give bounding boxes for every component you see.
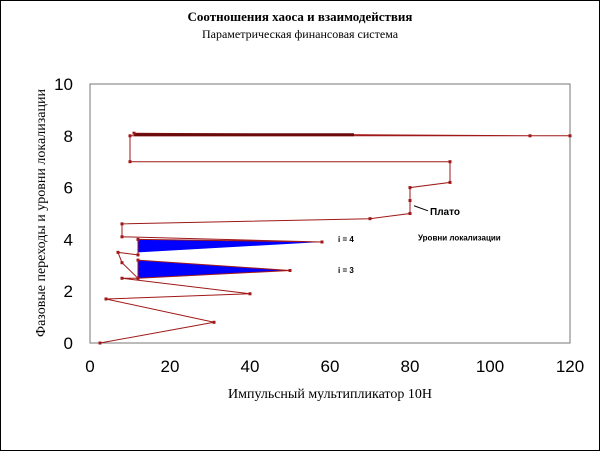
data-point-19 (408, 186, 412, 190)
data-point-18 (408, 199, 412, 203)
annotation-1: Плато (430, 207, 460, 218)
data-point-10 (116, 250, 120, 254)
data-point-26 (132, 131, 136, 135)
data-point-2 (104, 297, 108, 301)
y-tick-label: 4 (64, 230, 73, 249)
x-tick-label: 0 (85, 357, 94, 376)
x-axis-label: Импульсный мультипликатор 10Н (228, 387, 432, 402)
x-tick-label: 120 (556, 357, 584, 376)
x-tick-label: 40 (241, 357, 260, 376)
data-point-0 (98, 341, 102, 345)
data-point-17 (408, 212, 412, 215)
x-tick-label: 60 (321, 357, 340, 376)
annotation-arrow (413, 205, 429, 212)
data-point-21 (448, 160, 452, 164)
y-tick-label: 10 (54, 75, 73, 94)
chart-subtitle: Параметрическая финансовая система (201, 27, 399, 41)
data-point-12 (136, 237, 140, 241)
data-point-25 (528, 134, 532, 138)
data-point-23 (128, 134, 132, 138)
data-point-9 (120, 261, 124, 265)
data-point-7 (288, 268, 292, 272)
x-axis-ticks: 0 20 40 60 80 100 120 (85, 357, 584, 376)
y-tick-label: 8 (64, 127, 73, 146)
x-tick-label: 80 (401, 357, 420, 376)
y-tick-label: 2 (64, 282, 73, 301)
filled-region-2 (138, 239, 322, 253)
annotations: Плато Уровни локализации i = 4 i = 3 (338, 205, 501, 275)
x-tick-label: 20 (161, 357, 180, 376)
data-point-24 (568, 134, 572, 138)
y-tick-label: 6 (64, 179, 73, 198)
annotation-3: i = 4 (338, 235, 354, 244)
annotation-4: i = 3 (338, 266, 354, 275)
data-point-20 (448, 180, 452, 184)
series-line (98, 131, 572, 345)
y-axis-ticks: 0 2 4 6 8 10 (54, 75, 73, 353)
data-point-8 (136, 276, 140, 280)
data-point-6 (136, 258, 140, 262)
y-axis-label: Фазовые переходы и уровни локализации (34, 89, 49, 337)
data-point-15 (120, 222, 124, 226)
data-point-14 (120, 235, 124, 239)
data-point-3 (248, 292, 252, 296)
data-point-22 (128, 160, 132, 164)
filled-regions (138, 239, 322, 279)
chart-title: Соотношения хаоса и взаимодействия (187, 9, 413, 24)
y-tick-label: 0 (64, 334, 73, 353)
annotation-2: Уровни локализации (418, 234, 501, 243)
data-point-13 (320, 240, 324, 244)
data-point-4 (120, 276, 124, 280)
x-tick-label: 100 (476, 357, 504, 376)
data-point-1 (212, 320, 216, 324)
plot-area (89, 83, 571, 344)
data-point-11 (136, 253, 140, 257)
filled-region-1 (138, 260, 290, 279)
data-point-16 (368, 217, 372, 221)
